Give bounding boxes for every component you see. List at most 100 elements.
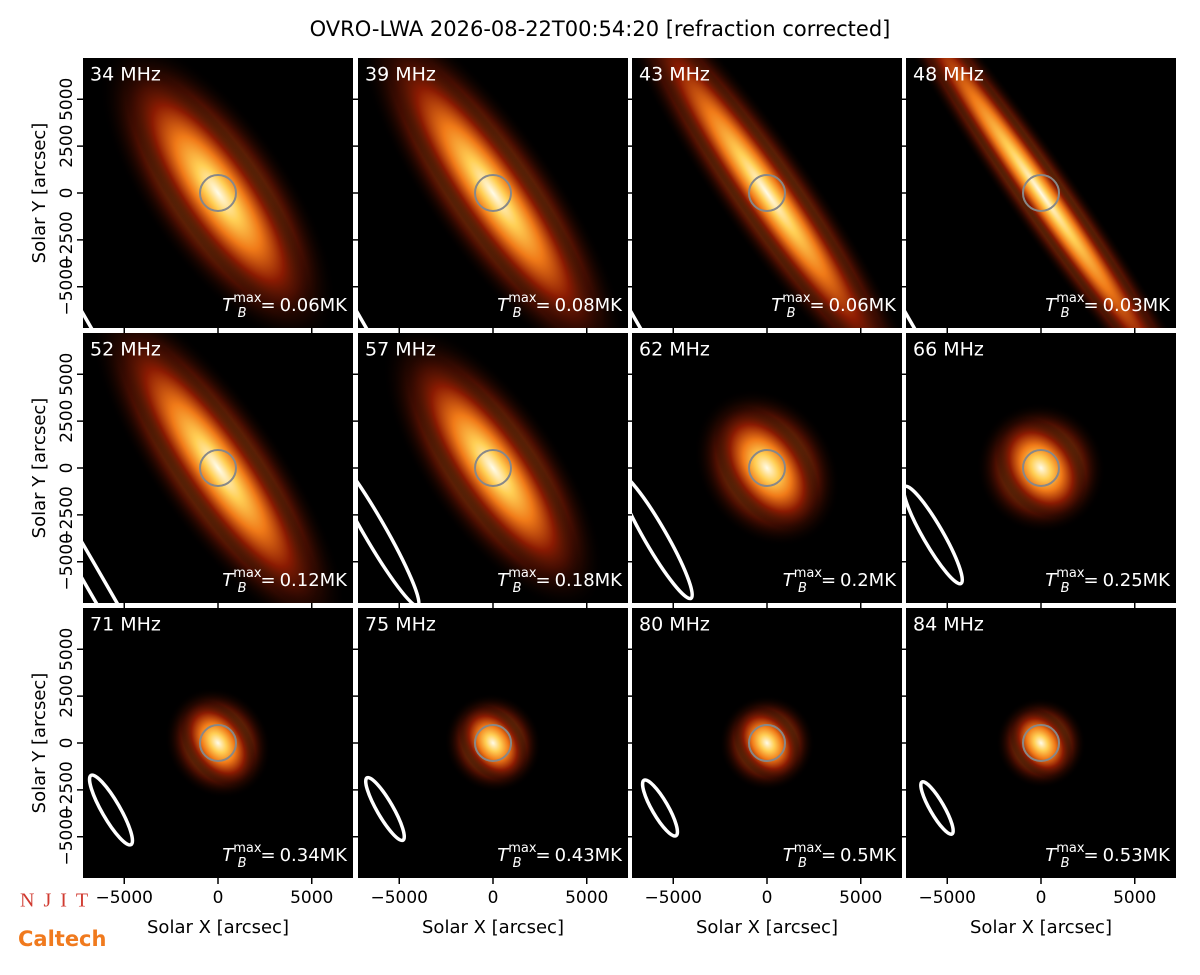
tb-sup: max [233,841,262,856]
tb-sub: B [1061,581,1070,596]
solar-disk [199,724,237,762]
tb-sup: max [794,566,823,581]
tb-value: 0.08MK [555,295,624,316]
emission [384,58,602,328]
tb-value: 0.06MK [829,295,898,316]
panel-title: 75 MHz [365,614,436,636]
tb-max: Tmax B = 0.2MK [783,566,898,596]
tb-max: Tmax B = 0.25MK [1045,566,1171,596]
tb-value: 0.03MK [1103,295,1172,316]
tb-max: Tmax B = 0.12MK [222,566,348,596]
tb-sup: max [794,841,823,856]
beam [83,333,250,603]
x-axis-label: Solar X [arcsec] [147,917,289,938]
x-tick-label: −5000 [95,888,153,908]
tb-eq: = [809,295,824,316]
emission [995,417,1087,519]
tb-max: Tmax B = 0.06MK [771,291,897,321]
panel-title: 48 MHz [913,64,984,86]
emission [405,350,581,586]
solar-disk [474,724,512,762]
tb-symbol: T [783,570,796,591]
beam [358,58,565,328]
emission [714,405,820,531]
beam [906,58,1113,328]
panel [83,608,353,878]
x-axis-label: Solar X [arcsec] [970,917,1112,938]
x-tick-label: 0 [213,888,224,908]
tb-sup: max [233,566,262,581]
y-tick-label: 0 [57,738,77,749]
panel-title: 84 MHz [913,614,984,636]
tb-max: Tmax B = 0.08MK [497,291,623,321]
tb-symbol: T [1045,570,1058,591]
tb-symbol: T [1045,845,1058,866]
panel [358,58,628,328]
tb-eq: = [535,295,550,316]
x-tick-label: −5000 [918,888,976,908]
x-tick-label: 0 [1036,888,1047,908]
tb-max: Tmax B = 0.5MK [783,841,898,871]
emission [638,58,896,328]
y-axis-label: Solar Y [arcsec] [29,123,50,264]
panel [358,608,628,878]
emission [1009,707,1073,779]
tb-sup: max [1056,841,1085,856]
emission [179,699,257,787]
y-tick-label: −5000 [57,258,77,316]
tb-value: 0.2MK [840,570,897,591]
tb-sub: B [798,856,807,871]
logo-njit: NJIT [20,890,97,912]
beam [919,780,955,836]
y-axis-label: Solar Y [arcsec] [29,673,50,814]
panel [632,608,902,878]
tb-eq: = [535,845,550,866]
tb-eq: = [260,570,275,591]
tb-sup: max [782,291,811,306]
panel-title: 39 MHz [365,64,436,86]
x-tick-label: −5000 [370,888,428,908]
beam [363,775,407,843]
solar-disk [199,174,237,212]
panel [358,333,628,603]
x-tick-label: 5000 [839,888,882,908]
tb-value: 0.06MK [280,295,349,316]
x-tick-label: 5000 [565,888,608,908]
x-axis-label: Solar X [arcsec] [696,917,838,938]
tb-sup: max [1056,566,1085,581]
panel [83,333,353,603]
x-tick-label: 0 [762,888,773,908]
tb-max: Tmax B = 0.34MK [222,841,348,871]
tb-eq: = [821,570,836,591]
panel [906,608,1176,878]
tb-sub: B [513,306,522,321]
tb-eq: = [535,570,550,591]
tb-eq: = [821,845,836,866]
panel [632,333,902,603]
tb-symbol: T [222,570,235,591]
y-tick-label: −5000 [57,808,77,866]
tb-eq: = [1083,845,1098,866]
tb-max: Tmax B = 0.43MK [497,841,623,871]
panel [83,58,353,328]
beam [83,58,290,328]
tb-sub: B [238,306,247,321]
x-tick-label: 5000 [1113,888,1156,908]
beam [632,58,839,328]
solar-disk [748,174,786,212]
tb-value: 0.18MK [555,570,624,591]
logo-caltech: Caltech [18,927,106,951]
x-tick-label: 5000 [290,888,333,908]
solar-disk [474,174,512,212]
figure-title: OVRO-LWA 2026-08-22T00:54:20 [refraction… [310,17,891,41]
emission [458,704,528,782]
tb-sub: B [787,306,796,321]
tb-value: 0.53MK [1103,845,1172,866]
tb-symbol: T [222,845,235,866]
tb-sub: B [238,581,247,596]
panel-title: 57 MHz [365,339,436,361]
tb-max: Tmax B = 0.06MK [222,291,348,321]
tb-value: 0.25MK [1103,570,1172,591]
tb-sub: B [513,581,522,596]
